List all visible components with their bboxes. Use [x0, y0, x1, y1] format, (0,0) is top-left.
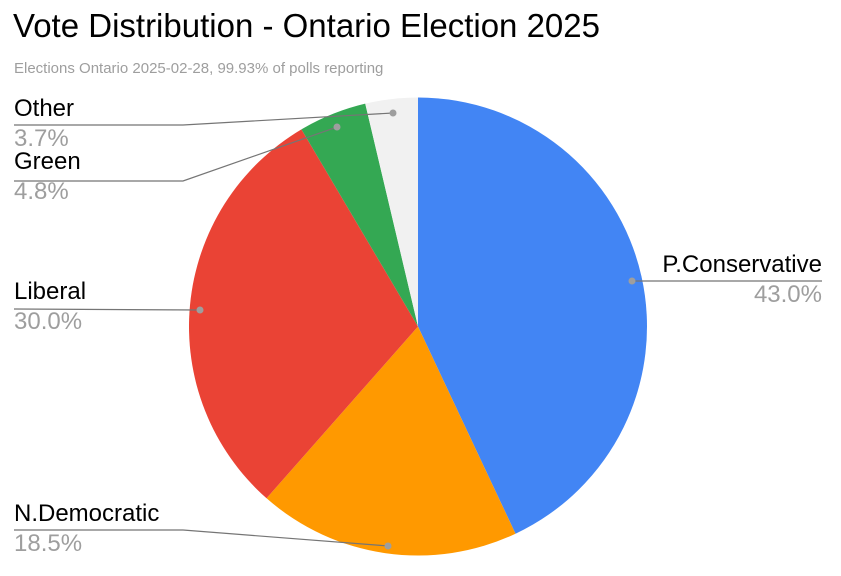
slice-label-ndemocratic: N.Democratic — [14, 500, 160, 527]
callout-pconservative: P.Conservative 43.0% — [662, 253, 822, 307]
leader-line-liberal — [13, 308, 201, 311]
slice-percent-pconservative: 43.0% — [753, 281, 822, 308]
pie-slice-n-democratic[interactable] — [266, 326, 516, 556]
pie-slice-other[interactable] — [365, 97, 418, 327]
slice-label-liberal: Liberal — [14, 278, 87, 305]
callout-other: Other 3.7% — [14, 97, 74, 151]
pie-slice-green[interactable] — [301, 103, 418, 327]
slice-label-pconservative: P.Conservative — [662, 251, 822, 278]
slice-percent-green: 4.8% — [14, 178, 69, 205]
callout-dot-n-democratic — [384, 542, 392, 550]
leader-line-other — [14, 112, 394, 126]
callout-dot-liberal — [196, 306, 204, 314]
pie-slice-p-conservative[interactable] — [418, 97, 648, 534]
slice-label-other: Other — [14, 95, 75, 122]
callout-dot-other — [389, 109, 397, 117]
callout-ndemocratic: N.Democratic 18.5% — [14, 502, 159, 556]
pie-slice-liberal[interactable] — [188, 129, 418, 499]
callout-dot-p-conservative — [628, 277, 636, 285]
callout-green: Green 4.8% — [14, 150, 81, 204]
slice-percent-ndemocratic: 18.5% — [14, 530, 83, 557]
leader-line-green — [14, 126, 338, 182]
callout-liberal: Liberal 30.0% — [14, 280, 86, 334]
chart-title: Vote Distribution - Ontario Election 202… — [13, 7, 600, 44]
slice-label-green: Green — [14, 148, 81, 175]
leader-line-n-democratic — [14, 529, 389, 547]
callout-dot-green — [333, 123, 341, 131]
slice-percent-liberal: 30.0% — [14, 308, 83, 335]
chart-subtitle: Elections Ontario 2025-02-28, 99.93% of … — [14, 60, 384, 77]
slice-percent-other: 3.7% — [14, 125, 69, 152]
